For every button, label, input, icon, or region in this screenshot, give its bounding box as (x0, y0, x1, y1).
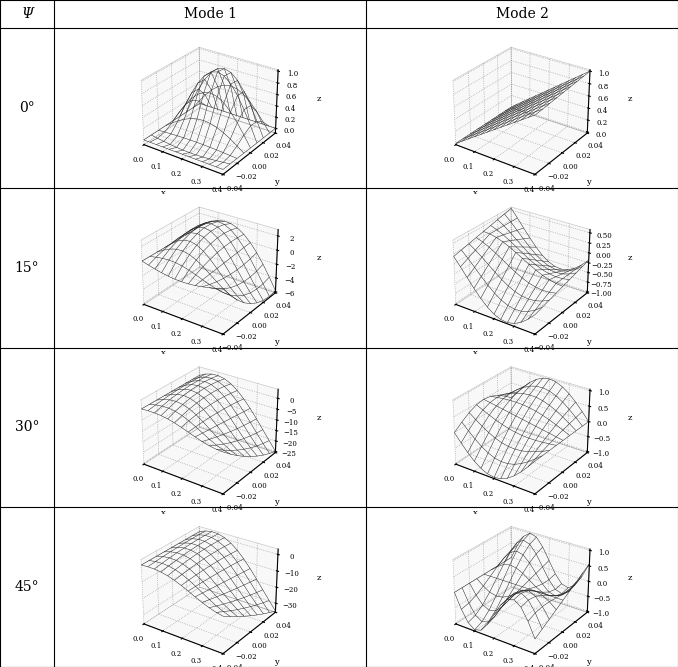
Y-axis label: y: y (274, 658, 279, 666)
Text: 45°: 45° (15, 580, 39, 594)
X-axis label: x: x (161, 349, 166, 357)
Text: 0°: 0° (19, 101, 35, 115)
Text: 15°: 15° (15, 261, 39, 275)
Y-axis label: y: y (586, 178, 591, 186)
X-axis label: x: x (473, 189, 478, 197)
X-axis label: x: x (161, 509, 166, 517)
Y-axis label: y: y (274, 178, 279, 186)
Text: Ψ: Ψ (21, 7, 33, 21)
Text: 30°: 30° (15, 420, 39, 434)
Y-axis label: y: y (586, 338, 591, 346)
X-axis label: x: x (161, 189, 166, 197)
Y-axis label: y: y (274, 498, 279, 506)
Y-axis label: y: y (274, 338, 279, 346)
Text: Mode 1: Mode 1 (184, 7, 237, 21)
Y-axis label: y: y (586, 498, 591, 506)
X-axis label: x: x (473, 509, 478, 517)
Text: Mode 2: Mode 2 (496, 7, 549, 21)
Y-axis label: y: y (586, 658, 591, 666)
X-axis label: x: x (473, 349, 478, 357)
